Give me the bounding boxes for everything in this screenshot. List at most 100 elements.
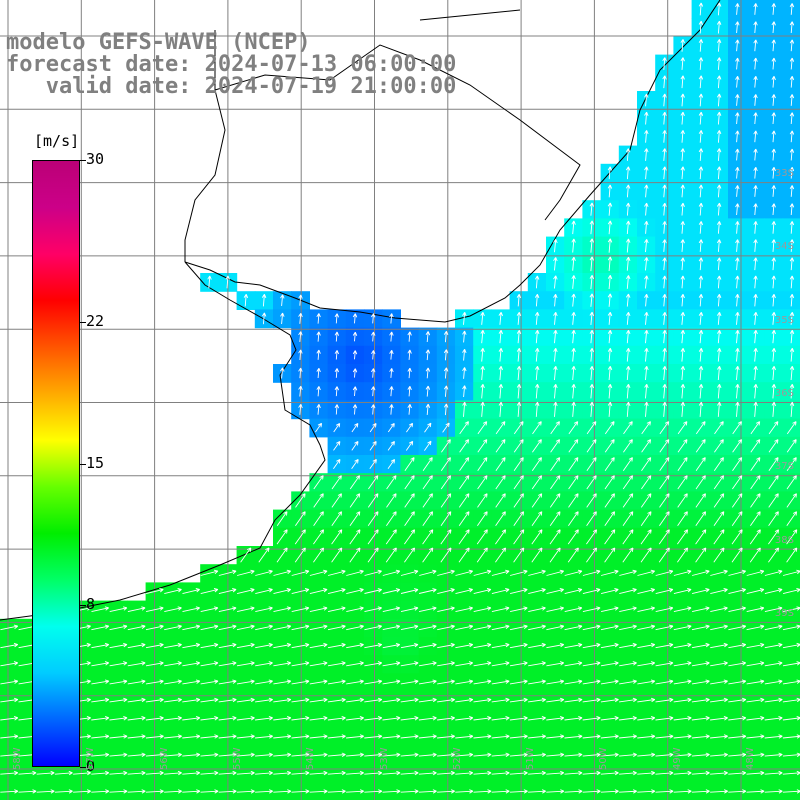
- wind-arrow: [127, 789, 146, 794]
- wind-arrow: [546, 770, 565, 776]
- wind-arrow: [698, 202, 704, 216]
- wind-arrow: [531, 547, 543, 563]
- wind-arrow: [600, 752, 619, 757]
- wind-arrow: [644, 401, 649, 417]
- wind-arrow: [764, 642, 783, 649]
- wind-arrow: [623, 421, 633, 435]
- wind-arrow: [346, 715, 364, 721]
- wind-arrow: [309, 734, 328, 739]
- wind-arrow: [528, 624, 546, 631]
- wind-arrow: [607, 401, 613, 417]
- wind-arrow: [528, 606, 546, 613]
- wind-arrow: [789, 383, 795, 399]
- wind-arrow: [240, 547, 252, 563]
- wind-arrow: [644, 130, 649, 143]
- wind-arrow: [564, 569, 583, 576]
- wind-arrow: [764, 679, 783, 685]
- wind-arrow: [662, 184, 667, 198]
- wind-arrow: [582, 588, 601, 595]
- wind-arrow: [255, 752, 273, 757]
- wind-arrow: [389, 404, 394, 415]
- wind-arrow: [309, 697, 328, 703]
- longitude-label: 49W: [672, 747, 683, 770]
- wind-arrow: [346, 697, 364, 703]
- wind-arrow: [735, 275, 740, 289]
- wind-arrow: [549, 547, 561, 563]
- wind-arrow: [673, 770, 692, 776]
- wind-arrow: [437, 661, 455, 667]
- colorbar-unit: [m/s]: [34, 132, 80, 150]
- wind-arrow: [535, 383, 540, 399]
- wind-arrow: [400, 789, 419, 794]
- wind-arrow: [600, 661, 619, 667]
- wind-arrow: [735, 347, 740, 362]
- wind-arrow: [662, 293, 667, 307]
- wind-arrow: [716, 75, 722, 89]
- wind-arrow: [771, 383, 777, 399]
- wind-arrow: [349, 547, 361, 563]
- wind-arrow: [498, 329, 504, 344]
- wind-arrow: [732, 439, 743, 453]
- wind-arrow: [680, 401, 686, 417]
- wind-arrow: [662, 365, 667, 381]
- coastline-path: [184, 0, 721, 323]
- wind-arrow: [280, 294, 285, 306]
- wind-arrow: [716, 257, 722, 271]
- wind-arrow: [509, 697, 528, 703]
- wind-arrow: [553, 329, 558, 344]
- wind-arrow: [182, 661, 201, 667]
- wind-arrow: [459, 439, 470, 453]
- wind-arrow: [127, 752, 146, 757]
- wind-arrow: [473, 752, 492, 757]
- wind-arrow: [728, 588, 746, 595]
- wind-arrow: [673, 624, 692, 631]
- wind-arrow: [364, 624, 382, 631]
- wind-arrow: [623, 439, 633, 453]
- wind-arrow: [0, 661, 19, 667]
- wind-arrow: [626, 238, 631, 253]
- wind-arrow: [710, 752, 728, 757]
- wind-arrow: [680, 148, 685, 161]
- wind-arrow: [243, 293, 249, 307]
- wind-arrow: [662, 111, 667, 125]
- wind-arrow: [459, 475, 470, 490]
- longitude-label: 56W: [159, 747, 170, 770]
- wind-arrow: [331, 547, 343, 563]
- wind-arrow: [626, 275, 631, 289]
- wind-arrow: [349, 529, 361, 545]
- wind-arrow: [753, 311, 758, 325]
- wind-arrow: [695, 529, 707, 545]
- wind-arrow: [109, 624, 128, 631]
- wind-arrow: [462, 367, 467, 379]
- wind-arrow: [717, 365, 722, 381]
- wind-arrow: [455, 624, 474, 631]
- wind-arrow: [564, 679, 583, 685]
- wind-arrow: [531, 475, 543, 490]
- wind-arrow: [127, 606, 146, 613]
- wind-arrow: [622, 475, 634, 490]
- wind-arrow: [750, 421, 761, 435]
- wind-arrow: [316, 367, 321, 379]
- wind-arrow: [331, 493, 342, 508]
- wind-arrow: [218, 606, 237, 613]
- wind-arrow: [764, 569, 783, 576]
- wind-arrow: [698, 20, 704, 34]
- wind-arrow: [698, 2, 704, 16]
- wind-arrow: [546, 715, 565, 721]
- wind-arrow: [509, 752, 528, 757]
- wind-arrow: [73, 789, 91, 794]
- wind-arrow: [473, 697, 492, 703]
- wind-arrow: [236, 789, 255, 794]
- wind-arrow: [495, 547, 507, 563]
- wind-arrow: [698, 401, 704, 417]
- wind-arrow: [731, 529, 743, 545]
- wind-arrow: [771, 112, 776, 125]
- wind-arrow: [255, 789, 273, 794]
- wind-arrow: [680, 39, 685, 52]
- wind-arrow: [369, 423, 377, 433]
- wind-arrow: [546, 569, 565, 576]
- wind-arrow: [491, 588, 510, 595]
- wind-arrow: [455, 770, 474, 776]
- wind-arrow: [691, 789, 710, 794]
- wind-arrow: [589, 202, 595, 216]
